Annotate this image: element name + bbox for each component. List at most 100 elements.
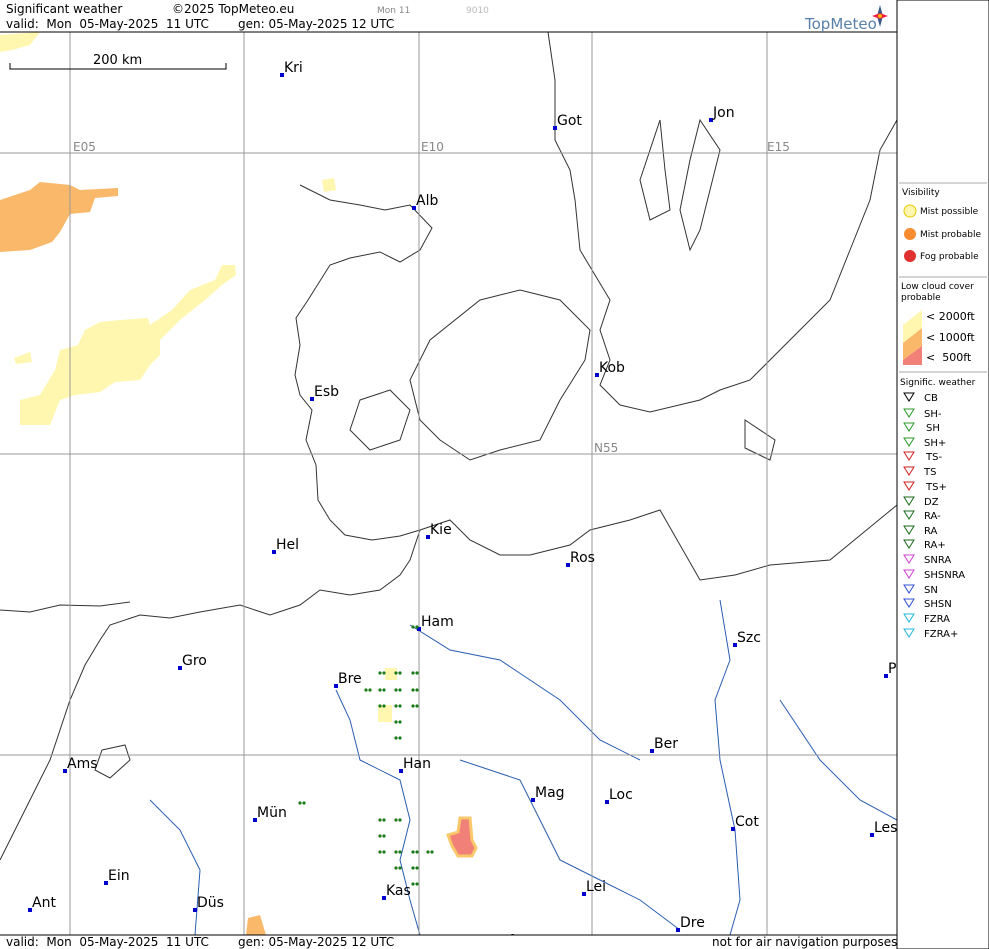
sigwx-icon (903, 408, 915, 418)
footer-note: not for air navigation purposes (712, 935, 897, 949)
city-label: Bre (338, 671, 362, 687)
legend-item: SHSNRA (924, 570, 965, 581)
drizzle-dot (411, 688, 415, 692)
low-cloud-area (14, 352, 32, 364)
low-cloud-area (385, 668, 397, 680)
drizzle-dot (382, 850, 386, 854)
city-dot (253, 818, 257, 822)
sigwx-icon (903, 613, 915, 623)
city-dot (650, 749, 654, 753)
city-dot (310, 397, 314, 401)
drizzle-dot (415, 882, 419, 886)
coastline (744, 419, 776, 461)
city-label: Ham (421, 614, 454, 630)
drizzle-dot (378, 834, 382, 838)
city-dot (870, 833, 874, 837)
city-dot (272, 550, 276, 554)
legend-title: Visibility (902, 188, 940, 198)
footer-gen: gen: 05-May-2025 12 UTC (238, 935, 394, 949)
city-dot (553, 126, 557, 130)
legend-item: DZ (924, 497, 939, 508)
legend-item: TS- (925, 452, 942, 463)
city-dot (731, 827, 735, 831)
legend-item: TS (923, 467, 936, 478)
city-dot (382, 896, 386, 900)
drizzle-symbols (298, 625, 434, 886)
drizzle-dot (394, 866, 398, 870)
city-dot (412, 206, 416, 210)
low-cloud-area (20, 265, 236, 425)
city-label: Jon (712, 105, 735, 121)
city-dot (334, 684, 338, 688)
low-cloud-area (0, 32, 40, 52)
sigwx-icon (903, 569, 915, 579)
gen-time: gen: 05-May-2025 12 UTC (238, 17, 394, 31)
brand: TopMeteo (804, 15, 877, 33)
sigwx-icon (903, 510, 915, 520)
coastline (94, 744, 131, 779)
city-dot (884, 674, 888, 678)
city-label: Mag (535, 785, 565, 801)
coastline (639, 119, 671, 221)
sigwx-icon (903, 539, 915, 549)
drizzle-dot (398, 704, 402, 708)
drizzle-dot (411, 704, 415, 708)
footer-valid: valid: Mon 05-May-2025 11 UTC (6, 935, 209, 949)
coastline (0, 529, 421, 861)
drizzle-dot (298, 801, 302, 805)
legend-panel (896, 0, 989, 949)
footer-bg (0, 935, 897, 949)
drizzle-dot (415, 704, 419, 708)
city-label: Lei (586, 879, 606, 895)
city-label: Kas (386, 883, 411, 899)
drizzle-dot (398, 720, 402, 724)
drizzle-dot (430, 850, 434, 854)
city-dot (676, 928, 680, 932)
coastline (679, 118, 721, 252)
drizzle-dot (394, 704, 398, 708)
legend-item: FZRA+ (924, 629, 958, 640)
coastline (349, 389, 411, 451)
river (714, 599, 741, 936)
valid-time: valid: Mon 05-May-2025 11 UTC (6, 17, 209, 31)
cities: Kri Got Jon Alb Kob Esb Kie Hel Ros Ham Szc Gro P Bre… (28, 60, 897, 949)
scale-label: 200 km (93, 53, 142, 68)
legend-item: SH (926, 423, 940, 434)
city-dot (582, 892, 586, 896)
cloud-2000-icon (903, 310, 922, 343)
river (335, 689, 421, 936)
low-cloud-area (0, 182, 118, 252)
city-dot (28, 908, 32, 912)
city-label: Kie (430, 522, 452, 538)
drizzle-dot (382, 671, 386, 675)
drizzle-dot (378, 704, 382, 708)
legend-item: CB (924, 393, 938, 404)
legend-item: Fog probable (920, 252, 979, 262)
legend-title: Signific. weather (900, 378, 976, 388)
drizzle-dot (398, 688, 402, 692)
city-dot (605, 800, 609, 804)
legend-item: SNRA (924, 555, 951, 566)
drizzle-dot (394, 720, 398, 724)
drizzle-dot (394, 736, 398, 740)
city-dot (733, 643, 737, 647)
drizzle-dot (398, 850, 402, 854)
legend-item: < 1000ft (926, 331, 975, 344)
drizzle-dot (398, 866, 402, 870)
grid-label: E10 (421, 140, 444, 154)
drizzle-dot (378, 850, 382, 854)
city-dot (417, 627, 421, 631)
legend-item: FZRA (924, 614, 950, 625)
legend-item: RA+ (924, 540, 946, 551)
city-dot (178, 666, 182, 670)
legend-item: RA (924, 526, 938, 537)
grid-label: E15 (767, 140, 790, 154)
drizzle-dot (415, 625, 419, 629)
drizzle-dot (394, 671, 398, 675)
scale-bar (9, 63, 227, 70)
title: Significant weather (6, 2, 122, 16)
cloud-1000-icon (903, 328, 922, 360)
city-label: Ant (32, 895, 56, 911)
legend-item: Mist possible (920, 207, 979, 217)
